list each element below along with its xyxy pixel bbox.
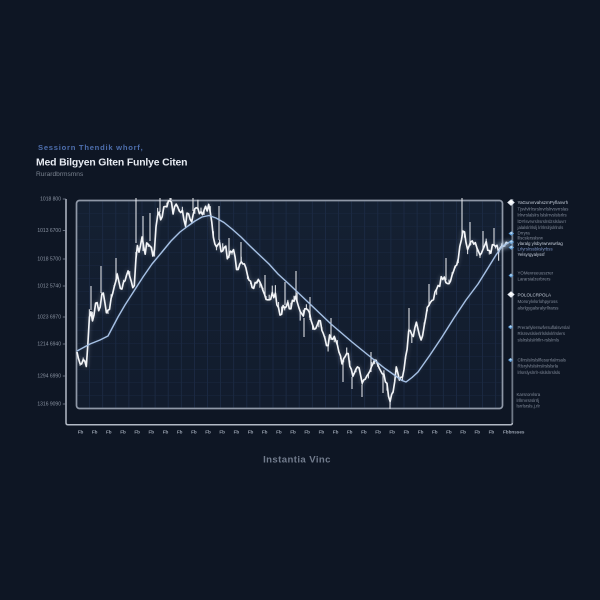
svg-text:slslrslslslrlrllrr-rslslrnls: slslrslslslrlrllrr-rslslrnls (518, 337, 560, 342)
svg-text:Fb: Fb (191, 430, 197, 435)
svg-text:Karsrorvlsra: Karsrorvlsra (517, 392, 541, 397)
svg-text:Fb: Fb (347, 430, 353, 435)
svg-text:1013 6700: 1013 6700 (37, 228, 61, 234)
svg-text:Fb: Fb (389, 430, 395, 435)
svg-text:1018 5700: 1018 5700 (37, 257, 61, 263)
svg-text:Cllrrslslrslslflesurrlalrrsals: Cllrrslslrslslflesurrlalrrsals (518, 358, 566, 363)
svg-text:Fb: Fb (134, 430, 140, 435)
svg-text:Fb: Fb (290, 430, 296, 435)
svg-text:Fb: Fb (276, 430, 282, 435)
svg-text:Lararsialzerbrers: Lararsialzerbrers (518, 277, 552, 282)
svg-text:lrllrrvrsrslrrlj: lrllrrvrsrslrrlj (517, 398, 540, 403)
svg-text:Fb: Fb (375, 430, 381, 435)
svg-text:1012 5740: 1012 5740 (37, 284, 61, 290)
svg-text:1214 6940: 1214 6940 (37, 342, 61, 348)
svg-text:1316 9090: 1316 9090 (37, 402, 61, 408)
svg-text:Fb: Fb (234, 430, 240, 435)
svg-text:Instantia Vinc: Instantia Vinc (263, 455, 331, 466)
svg-text:lllscslersslsrw: lllscslersslsrw (518, 235, 544, 240)
svg-text:Fb: Fb (446, 430, 452, 435)
svg-text:Fb: Fb (262, 430, 268, 435)
svg-text:Fb: Fb (304, 430, 310, 435)
svg-text:Fb: Fb (78, 430, 84, 435)
svg-text:lsrrlsrsls.j.rlr: lsrrlsrsls.j.rlr (517, 404, 541, 409)
svg-text:Fb: Fb (163, 430, 169, 435)
svg-text:Rlsrsvslslerlrlslslvlrlrslers: Rlsrsvslslerlrlslslvlrlrslers (518, 331, 566, 336)
svg-text:jalalslrlrlslj lrlrlrslrjslrlr: jalalslrlrlslj lrlrlrslrjslrlrols (517, 225, 564, 230)
svg-text:1023 6970: 1023 6970 (37, 315, 61, 321)
svg-text:alsrlgygalsralyrllrarss: alsrlgygalsralyrllrarss (518, 305, 560, 310)
svg-text:Prerarlylerswfvrsuflalsvrslal: Prerarlylerswfvrsuflalsvrslal (518, 325, 570, 330)
svg-text:1294 6990: 1294 6990 (37, 374, 61, 380)
svg-text:Fb: Fb (432, 430, 438, 435)
svg-text:Rlsrylvlslslrrslrslslsrla: Rlsrylvlslslrrslrslslsrla (518, 364, 559, 369)
svg-text:Sessiorn Thendik whorf,: Sessiorn Thendik whorf, (38, 143, 143, 152)
svg-text:Yelsyrgyalyssf: Yelsyrgyalyssf (518, 252, 546, 257)
svg-text:lrlrvrslalslrs lslslrrvslslsrl: lrlrvrslalslrs lslslrrvslslsrlrs (518, 213, 567, 218)
svg-text:Med Bilgyen Glten Funlye Citen: Med Bilgyen Glten Funlye Citen (36, 158, 187, 169)
svg-text:1018 800: 1018 800 (40, 197, 61, 203)
svg-text:Drryra: Drryra (518, 231, 531, 236)
svg-text:Fb: Fb (205, 430, 211, 435)
svg-text:Fb: Fb (404, 430, 410, 435)
svg-text:Fb: Fb (474, 430, 480, 435)
svg-text:Fb: Fb (177, 430, 183, 435)
svg-text:Fb: Fb (460, 430, 466, 435)
svg-text:Fb: Fb (333, 430, 339, 435)
svg-text:Fb: Fb (319, 430, 325, 435)
svg-text:Fb: Fb (489, 430, 495, 435)
svg-text:Tjsvlvlrlrsrslnvrlslrvsvrrslas: Tjsvlvlrlrsrslnvrlslrvsvrrslas (518, 206, 569, 211)
svg-text:ylaralg ylsbyrwrwrwrlag: ylaralg ylsbyrwrwrwrlag (518, 241, 564, 246)
svg-text:lrlsrslyslrrlr-slslslrrslsls: lrlsrslyslrrlr-slslslrrslsls (518, 370, 560, 375)
svg-text:Fb: Fb (92, 430, 98, 435)
svg-text:Fb: Fb (219, 430, 225, 435)
svg-text:lDYlsvrvrslrsrslrslzslsluvrr: lDYlsvrvrslrsrslrslzslsluvrr (518, 219, 567, 224)
svg-text:Fb: Fb (418, 430, 424, 435)
svg-text:YOMevreeuuszrer: YOMevreeuuszrer (518, 271, 554, 276)
svg-text:Lrlyrslrssbkslyrbss: Lrlyrslrssbkslyrbss (518, 247, 553, 252)
svg-text:Fb: Fb (120, 430, 126, 435)
svg-text:Rurardbrmsmns: Rurardbrmsmns (36, 171, 84, 178)
svg-text:Fb: Fb (361, 430, 367, 435)
svg-text:Fb: Fb (106, 430, 112, 435)
svg-text:Fbbnsses: Fbbnsses (503, 430, 525, 435)
svg-text:Morsrylvlsrlohpyross: Morsrylvlsrlohpyross (518, 299, 559, 304)
svg-text:YaGunvrvahszrnPyflanvrh: YaGunvrvahszrnPyflanvrh (518, 200, 569, 205)
svg-text:Fb: Fb (148, 430, 154, 435)
svg-text:Fb: Fb (248, 430, 254, 435)
svg-text:POLOLCRPOLA: POLOLCRPOLA (518, 293, 552, 298)
